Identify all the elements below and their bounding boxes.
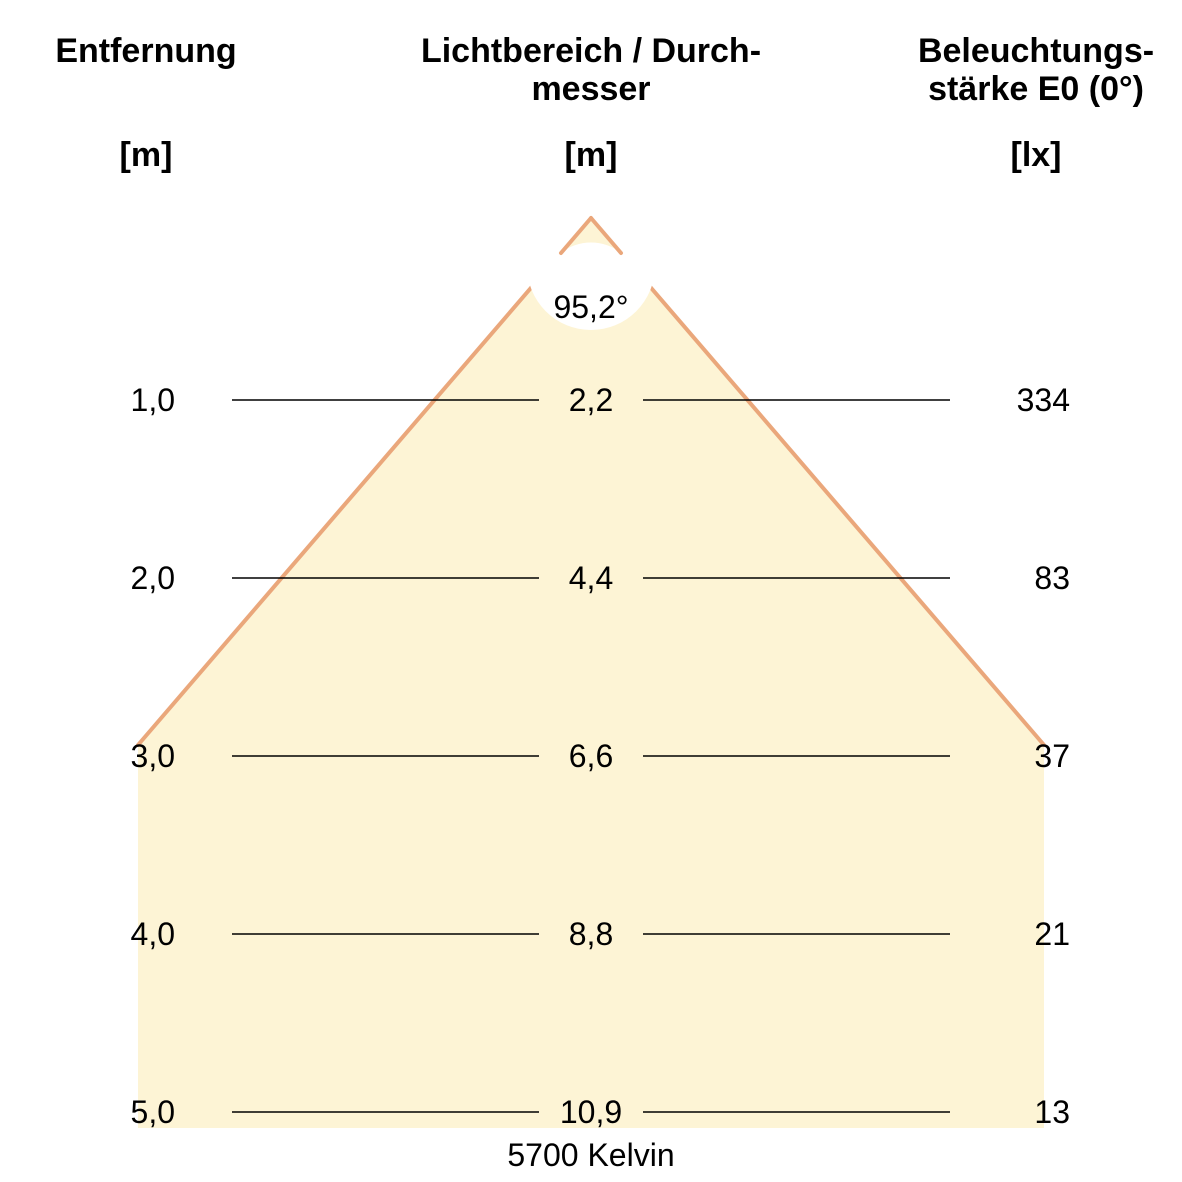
header-diameter-unit: [m] — [565, 136, 618, 174]
header-illum-l1: Beleuchtungs- — [918, 32, 1154, 70]
distance-value: 4,0 — [131, 916, 175, 952]
diameter-value: 2,2 — [569, 382, 613, 418]
footer-kelvin: 5700 Kelvin — [507, 1137, 674, 1173]
light-cone-fill — [138, 218, 1044, 1128]
illuminance-value: 83 — [1034, 560, 1070, 596]
distance-value: 1,0 — [131, 382, 175, 418]
illuminance-value: 37 — [1034, 738, 1070, 774]
diameter-value: 8,8 — [569, 916, 613, 952]
header-distance-unit: [m] — [120, 136, 173, 174]
distance-value: 3,0 — [131, 738, 175, 774]
header-distance: Entfernung — [55, 32, 236, 70]
distance-value: 5,0 — [131, 1094, 175, 1130]
diameter-value: 10,9 — [560, 1094, 622, 1130]
header-diameter-l2: messer — [531, 70, 650, 108]
illuminance-value: 21 — [1034, 916, 1070, 952]
illuminance-value: 13 — [1034, 1094, 1070, 1130]
header-diameter-l1: Lichtbereich / Durch- — [421, 32, 761, 70]
distance-value: 2,0 — [131, 560, 175, 596]
diameter-value: 4,4 — [569, 560, 613, 596]
header-illum-l2: stärke E0 (0°) — [928, 70, 1144, 108]
light-cone-diagram: Entfernung [m] Lichtbereich / Durch-messer… — [0, 0, 1182, 1182]
beam-angle-label: 95,2° — [553, 289, 628, 325]
diameter-value: 6,6 — [569, 738, 613, 774]
illuminance-value: 334 — [1017, 382, 1070, 418]
header-illum-unit: [lx] — [1011, 136, 1062, 174]
